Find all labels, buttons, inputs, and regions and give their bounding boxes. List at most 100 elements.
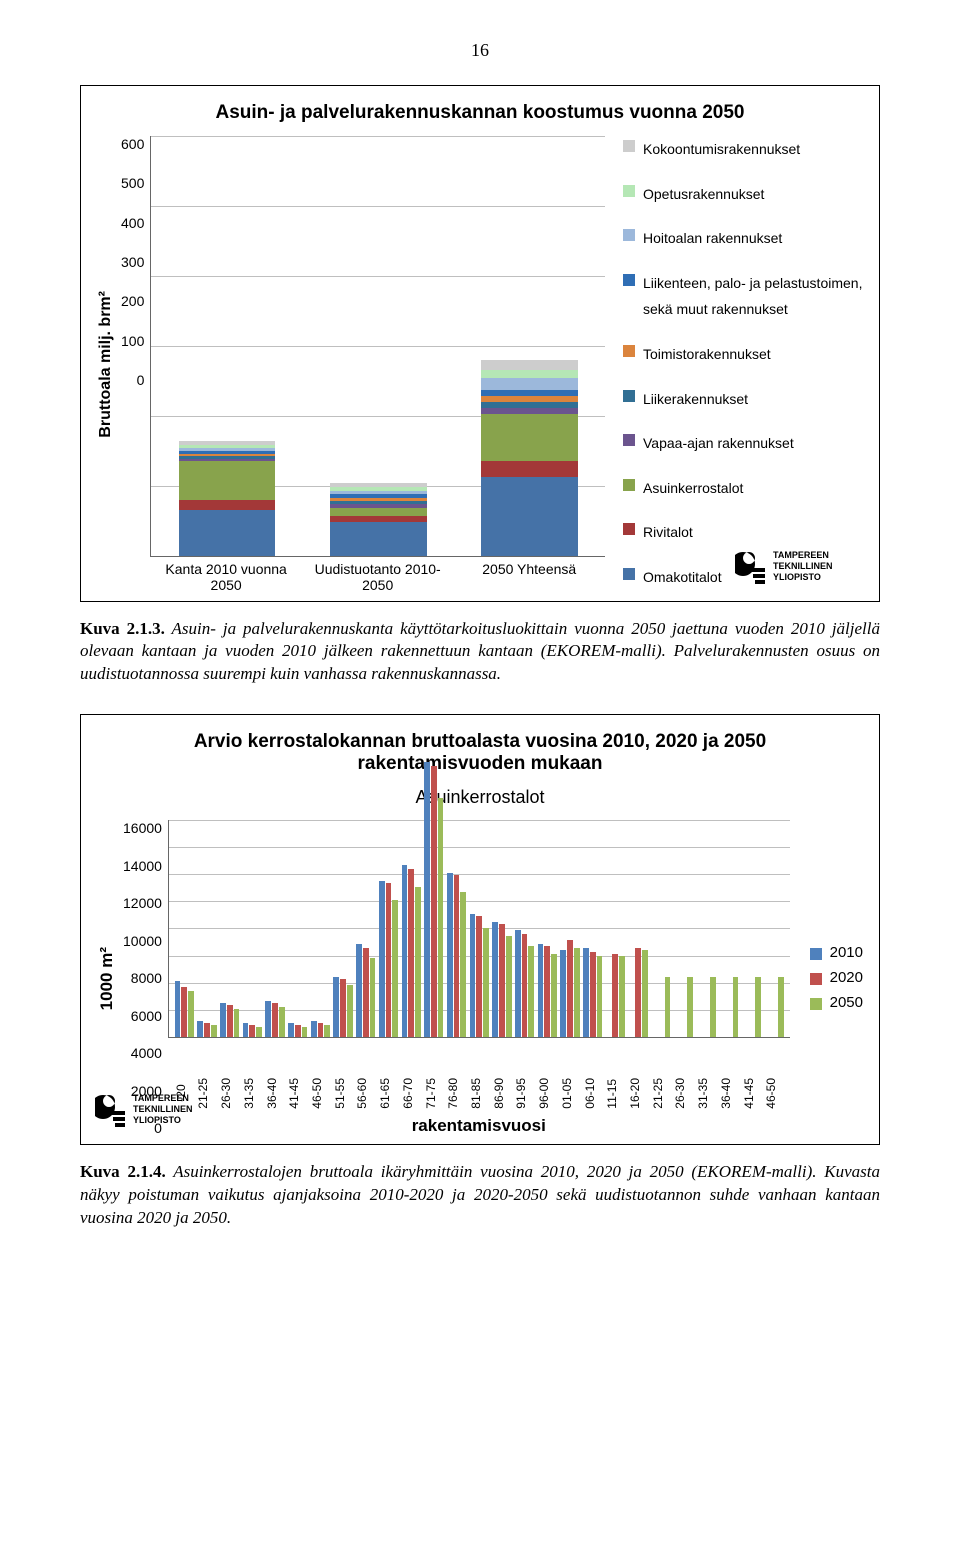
legend-label: 2020 [830, 969, 863, 986]
legend-label: Rivitalot [643, 519, 693, 546]
chart2-y-tick: 8000 [123, 970, 162, 986]
chart1-y-label: Bruttoala milj. brm² [97, 291, 115, 438]
caption-2-1-3: Kuva 2.1.3. Asuin- ja palvelurakennuskan… [80, 618, 880, 687]
page-number: 16 [80, 40, 880, 61]
chart2-group [470, 820, 489, 1036]
chart-apartment-stock-estimate: Arvio kerrostalokannan bruttoalasta vuos… [80, 714, 880, 1145]
chart2-group [447, 820, 466, 1036]
chart1-x-label: Uudistuotanto 2010-2050 [302, 561, 454, 593]
chart2-y-tick: 6000 [123, 1008, 162, 1024]
caption-2-1-3-prefix: Kuva 2.1.3. [80, 619, 165, 638]
chart1-segment [481, 414, 578, 461]
chart2-x-label: 41-45 [287, 1078, 306, 1109]
chart2-legend: 201020202050 [790, 944, 863, 1013]
chart1-legend-item: Kokoontumisrakennukset [623, 136, 863, 163]
chart2-x-label: 01-05 [560, 1078, 579, 1109]
chart2-bar [476, 916, 482, 1036]
legend-swatch [623, 185, 635, 197]
legend-swatch [810, 948, 822, 960]
chart2-bar [188, 991, 194, 1036]
svg-text:TAMPEREEN: TAMPEREEN [133, 1093, 189, 1103]
chart2-bar [665, 977, 671, 1036]
chart2-bar [733, 977, 739, 1036]
legend-swatch [623, 229, 635, 241]
chart2-group [719, 820, 738, 1036]
chart2-group [197, 820, 216, 1036]
caption-2-1-3-body: Asuin- ja palvelurakennuskanta käyttötar… [80, 619, 880, 684]
chart2-legend-item: 2020 [810, 969, 863, 986]
chart2-bar [347, 985, 353, 1036]
chart2-x-labels: -2021-2526-3031-3536-4041-4546-5051-5556… [168, 1078, 790, 1109]
chart2-bar [590, 952, 596, 1037]
chart2-bar [356, 944, 362, 1037]
chart2-bar [778, 977, 784, 1036]
chart2-bar [392, 900, 398, 1036]
chart2-title: Arvio kerrostalokannan bruttoalasta vuos… [180, 731, 780, 775]
chart2-bar [279, 1007, 285, 1037]
chart2-legend-item: 2050 [810, 994, 863, 1011]
chart2-x-label: 26-30 [673, 1078, 692, 1109]
chart1-x-label: Kanta 2010 vuonna 2050 [150, 561, 302, 593]
legend-swatch [623, 479, 635, 491]
chart2-y-label: 1000 m² [97, 947, 117, 1010]
legend-label: Opetusrakennukset [643, 181, 764, 208]
chart2-bar [424, 762, 430, 1037]
chart1-y-tick: 400 [121, 215, 144, 231]
chart2-x-label: 06-10 [583, 1078, 602, 1109]
chart2-x-label: 56-60 [355, 1078, 374, 1109]
chart2-bar [333, 977, 339, 1036]
chart2-group [696, 820, 715, 1036]
legend-label: Kokoontumisrakennukset [643, 136, 800, 163]
caption-2-1-4-body: Asuinkerrostalojen bruttoala ikäryhmittä… [80, 1162, 880, 1227]
chart1-y-tick: 300 [121, 254, 144, 270]
legend-label: Vapaa-ajan rakennukset [643, 430, 794, 457]
chart1-y-tick: 600 [121, 136, 144, 152]
chart2-bar [340, 979, 346, 1036]
chart2-x-label: 46-50 [310, 1078, 329, 1109]
chart1-segment [481, 360, 578, 370]
chart2-bar [710, 977, 716, 1036]
chart2-bar [227, 1005, 233, 1037]
legend-swatch [623, 390, 635, 402]
chart2-group [220, 820, 239, 1036]
chart2-group [583, 820, 602, 1036]
chart2-group [175, 820, 194, 1036]
legend-swatch [810, 973, 822, 985]
chart1-segment [481, 378, 578, 391]
chart1-legend-item: Liikenteen, palo- ja pelastustoimen, sek… [623, 270, 863, 323]
chart2-bar [499, 924, 505, 1037]
chart1-legend-item: Rivitalot [623, 519, 863, 546]
chart2-bar [386, 883, 392, 1037]
chart2-bar [560, 950, 566, 1037]
chart2-group [742, 820, 761, 1036]
chart2-bar [447, 873, 453, 1037]
chart2-x-label: 61-65 [378, 1078, 397, 1109]
chart2-bar [544, 946, 550, 1037]
chart2-group [356, 820, 375, 1036]
chart2-group [424, 820, 443, 1036]
caption-2-1-4-prefix: Kuva 2.1.4. [80, 1162, 166, 1181]
legend-label: Liikenteen, palo- ja pelastustoimen, sek… [643, 270, 863, 323]
chart2-group [402, 820, 421, 1036]
legend-swatch [623, 434, 635, 446]
svg-text:TEKNILLINEN: TEKNILLINEN [133, 1104, 193, 1114]
chart1-segment [179, 461, 276, 500]
chart2-bar [234, 1009, 240, 1037]
chart2-bar [755, 977, 761, 1036]
legend-swatch [623, 523, 635, 535]
chart2-group [606, 820, 625, 1036]
svg-text:YLIOPISTO: YLIOPISTO [773, 572, 821, 582]
chart2-group [538, 820, 557, 1036]
chart2-x-label: 31-35 [696, 1078, 715, 1109]
chart1-y-tick: 500 [121, 175, 144, 191]
chart2-bar [311, 1021, 317, 1037]
chart2-bar [181, 987, 187, 1036]
chart1-plot [150, 136, 605, 557]
chart2-bar [635, 948, 641, 1037]
chart2-x-label: 41-45 [742, 1078, 761, 1109]
legend-label: 2050 [830, 994, 863, 1011]
chart1-title: Asuin- ja palvelurakennuskannan koostumu… [97, 102, 863, 124]
svg-text:TEKNILLINEN: TEKNILLINEN [773, 561, 833, 571]
chart2-bar [256, 1027, 262, 1037]
chart2-x-label: 36-40 [265, 1078, 284, 1109]
